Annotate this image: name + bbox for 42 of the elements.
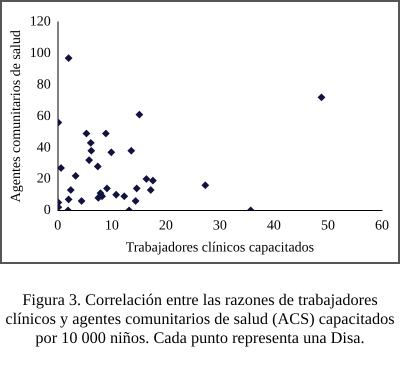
x-tick-label: 50 xyxy=(320,218,335,234)
y-axis-title: Agentes comunitarios de salud xyxy=(9,30,24,202)
point xyxy=(318,94,326,102)
point xyxy=(132,184,140,192)
point xyxy=(108,148,115,156)
point xyxy=(72,172,80,180)
point xyxy=(103,184,111,192)
point xyxy=(64,54,72,62)
y-tick-label: 40 xyxy=(36,140,51,156)
x-axis-title: Trabajadores clínicos capacitados xyxy=(126,240,314,256)
x-tick-label: 20 xyxy=(158,218,173,234)
point xyxy=(85,156,93,164)
point xyxy=(58,164,65,172)
point xyxy=(67,186,74,194)
point xyxy=(147,186,154,194)
point xyxy=(120,192,128,200)
x-tick-label: 60 xyxy=(375,218,389,234)
point xyxy=(102,130,110,138)
x-tick-label: 0 xyxy=(54,218,62,234)
y-tick-label: 60 xyxy=(36,108,51,124)
point xyxy=(149,176,157,184)
point xyxy=(87,139,94,147)
point xyxy=(64,196,72,204)
point xyxy=(142,175,150,183)
y-tick-label: 100 xyxy=(30,46,51,62)
point xyxy=(94,162,102,170)
x-tick-label: 40 xyxy=(266,218,281,234)
point xyxy=(128,147,135,154)
x-tick-label: 30 xyxy=(212,218,227,234)
point xyxy=(132,197,140,205)
y-tick-label: 120 xyxy=(30,14,51,30)
y-tick-label: 20 xyxy=(36,172,51,187)
y-tick-label: 0 xyxy=(44,203,51,218)
y-tick-label: 80 xyxy=(36,77,51,92)
point xyxy=(82,130,90,138)
point xyxy=(88,147,95,154)
text: Figura 3. Correlación entre las razones de trabajadores clínicos y agentes comunitarios de salud (ACS) capacitados por 10 000 niños. Cada punto representa una Disa. xyxy=(4,290,396,347)
point xyxy=(78,197,86,205)
point xyxy=(136,110,144,118)
point xyxy=(202,182,210,189)
point xyxy=(112,191,120,198)
x-tick-label: 10 xyxy=(104,218,119,234)
